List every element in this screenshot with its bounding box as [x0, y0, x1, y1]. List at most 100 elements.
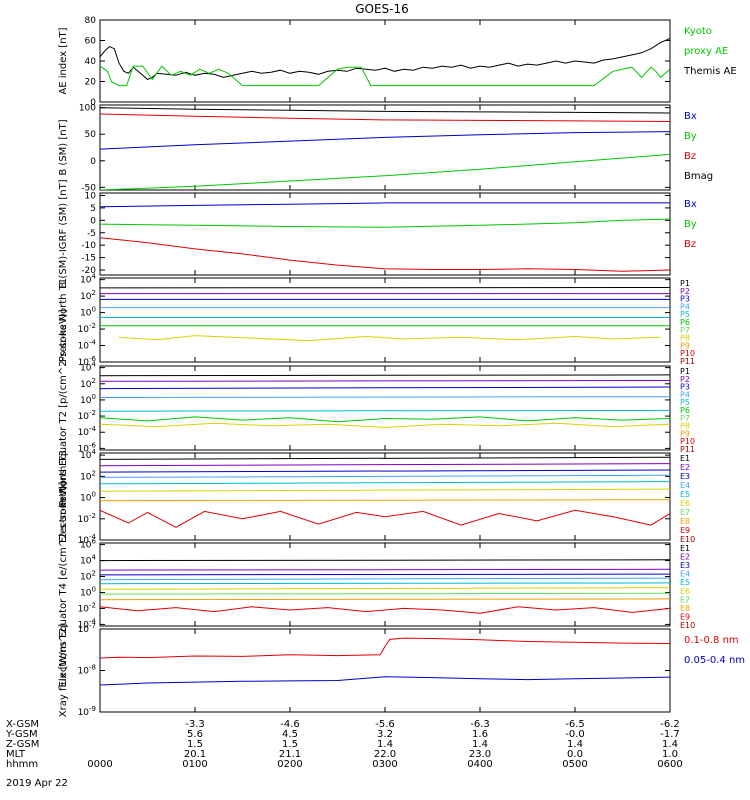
ephemeris-value: 1.4 — [472, 739, 488, 750]
legend-entry: Themis AE — [683, 66, 737, 77]
y-tick-label: 10-9 — [78, 705, 96, 718]
legend-entry: P3 — [680, 295, 690, 304]
ephemeris-value: -0.0 — [565, 729, 585, 740]
legend-entry: P10 — [680, 437, 695, 446]
legend-entry: E2 — [680, 553, 690, 562]
y-tick-label: 20 — [85, 78, 97, 88]
ephemeris-value: 1.6 — [472, 729, 488, 740]
y-tick-label: 100 — [79, 104, 96, 114]
y-tick-label: 0 — [90, 216, 96, 226]
series-kyoto-proxy-ae — [100, 65, 670, 87]
series-e8 — [100, 598, 670, 601]
series-by — [100, 153, 670, 190]
legend-entry: P9 — [680, 429, 690, 438]
series-e3 — [100, 469, 670, 473]
ephemeris-value: 3.2 — [377, 729, 393, 740]
ephemeris-value: 1.4 — [662, 739, 678, 750]
ephemeris-value: -4.6 — [280, 719, 300, 730]
series-by — [100, 218, 670, 228]
legend-entry: By — [684, 131, 697, 142]
panel-frame — [99, 452, 671, 541]
y-tick-label: 10 — [85, 191, 97, 201]
y-tick-label: 40 — [85, 57, 97, 67]
ephemeris-value: 22.0 — [374, 749, 396, 760]
legend-entry: proxy AE — [684, 46, 728, 57]
ephemeris-value: 0500 — [562, 759, 587, 770]
series-themis-ae — [100, 37, 670, 81]
legend-entry: E4 — [680, 570, 690, 579]
legend-entry: P11 — [680, 357, 695, 366]
legend-entry: E1 — [680, 544, 690, 553]
ephemeris-value: 0200 — [277, 759, 302, 770]
ephemeris-value: 0000 — [87, 759, 112, 770]
y-tick-label: 10-2 — [78, 322, 96, 335]
y-tick-label: 102 — [80, 570, 96, 583]
legend-entry: Bz — [684, 239, 696, 250]
y-tick-label: 102 — [80, 469, 96, 482]
ephemeris-value: 0300 — [372, 759, 397, 770]
legend-entry: E9 — [680, 612, 690, 621]
y-tick-label: -50 — [81, 183, 96, 193]
y-tick-label: 10-2 — [78, 512, 96, 525]
legend-entry: P6 — [680, 318, 690, 327]
y-tick-label: 50 — [85, 130, 97, 140]
series-e2 — [100, 568, 670, 571]
legend-entry: E3 — [680, 561, 690, 570]
y-tick-label: 10-2 — [78, 409, 96, 422]
legend-entry: P1 — [680, 279, 690, 288]
y-tick-label: 0 — [90, 98, 96, 108]
legend-entry: P8 — [680, 334, 690, 343]
y-tick-label: 10-7 — [78, 622, 96, 635]
legend-entry: Bz — [684, 151, 696, 162]
y-tick-label: 10-4 — [78, 425, 97, 438]
series-e8 — [100, 499, 670, 502]
ephemeris-value: 21.1 — [279, 749, 301, 760]
legend-entry: E10 — [680, 621, 695, 630]
panel-5: 104 102 100 10-2 10-4 10-6 Protons Equator T2 … — [58, 309, 695, 506]
legend-entry: E7 — [680, 508, 690, 517]
y-tick-label: 100 — [80, 491, 96, 504]
ephemeris-value: 0100 — [182, 759, 207, 770]
legend-entry: P5 — [680, 310, 690, 319]
ephemeris-value: 1.0 — [662, 749, 678, 760]
ephemeris-row-label: Y-GSM — [5, 729, 38, 740]
series-e1 — [100, 559, 670, 562]
panel-frame — [99, 365, 671, 451]
legend-entry: P2 — [680, 375, 690, 384]
series-p6 — [100, 416, 670, 423]
legend-entry: P3 — [680, 383, 690, 392]
ephemeris-value: 4.5 — [282, 729, 298, 740]
ephemeris-value: 20.1 — [184, 749, 206, 760]
y-tick-label: 104 — [80, 273, 96, 286]
series-p5 — [100, 409, 670, 412]
y-axis-label: Protons Equator T2 [p/(cm^2-s-sr-keV)] — [58, 309, 69, 506]
ephemeris-value: 1.5 — [187, 739, 203, 750]
y-tick-label: 10-4 — [78, 533, 97, 546]
ephemeris-value: 1.4 — [377, 739, 393, 750]
legend-entry: P7 — [680, 326, 690, 335]
y-tick-label: 104 — [80, 448, 96, 461]
y-tick-label: 104 — [80, 361, 96, 374]
legend-entry: E10 — [680, 535, 695, 544]
series-p7 — [100, 422, 670, 428]
series-p2 — [100, 380, 670, 382]
legend-entry: E4 — [680, 481, 690, 490]
y-tick-label: 10-6 — [78, 355, 97, 368]
ephemeris-value: -1.7 — [660, 729, 680, 740]
series-e4 — [100, 474, 670, 478]
ephemeris-row-label: hhmm — [6, 759, 38, 770]
series-bz — [100, 113, 670, 122]
legend-entry: P1 — [680, 367, 690, 376]
series-e1 — [100, 456, 670, 460]
panel-frame — [99, 542, 671, 627]
series-e9 — [100, 606, 670, 614]
y-tick-label: 102 — [80, 289, 96, 302]
legend-entry: E1 — [680, 454, 690, 463]
y-tick-label: 10-6 — [78, 441, 97, 454]
series-p8 — [118, 335, 661, 342]
series-e3 — [100, 573, 670, 576]
series-bx — [100, 202, 670, 208]
legend-entry: E7 — [680, 595, 690, 604]
series-e6 — [100, 488, 670, 492]
panel-7: 106 104 102 100 10-2 10-4 Electrons Equator T4… — [58, 482, 695, 688]
